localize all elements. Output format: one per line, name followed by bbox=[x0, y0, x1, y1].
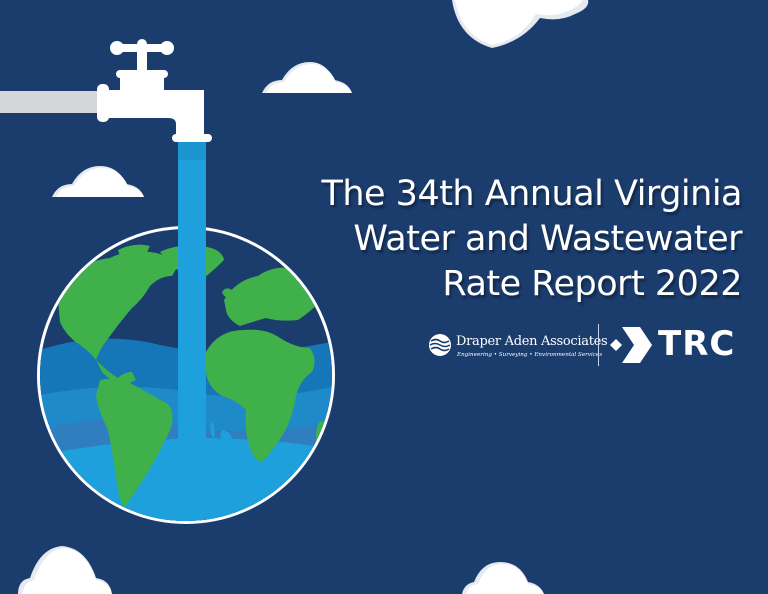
water-stream bbox=[178, 140, 206, 456]
draper-aden-tagline: Engineering • Surveying • Environmental … bbox=[457, 352, 603, 358]
title-line-2: Water and Wastewater bbox=[353, 219, 742, 259]
cloud-icon bbox=[452, 0, 589, 48]
sponsor-logos: Draper Aden Associates Engineering • Sur… bbox=[428, 322, 748, 368]
cloud-icon bbox=[18, 546, 112, 594]
trc-name: TRC bbox=[658, 324, 736, 364]
draper-aden-name: Draper Aden Associates bbox=[456, 334, 608, 349]
report-title: The 34th Annual Virginia Water and Waste… bbox=[321, 172, 742, 307]
cloud-icon bbox=[462, 562, 544, 594]
cloud-icon bbox=[52, 166, 144, 197]
faucet-icon bbox=[0, 39, 212, 142]
logo-divider bbox=[598, 324, 599, 366]
title-line-1: The 34th Annual Virginia bbox=[321, 174, 742, 214]
trc-logo-icon bbox=[610, 327, 652, 363]
draper-aden-logo-icon bbox=[429, 334, 451, 356]
cloud-icon bbox=[262, 62, 352, 93]
title-line-3: Rate Report 2022 bbox=[442, 264, 742, 304]
